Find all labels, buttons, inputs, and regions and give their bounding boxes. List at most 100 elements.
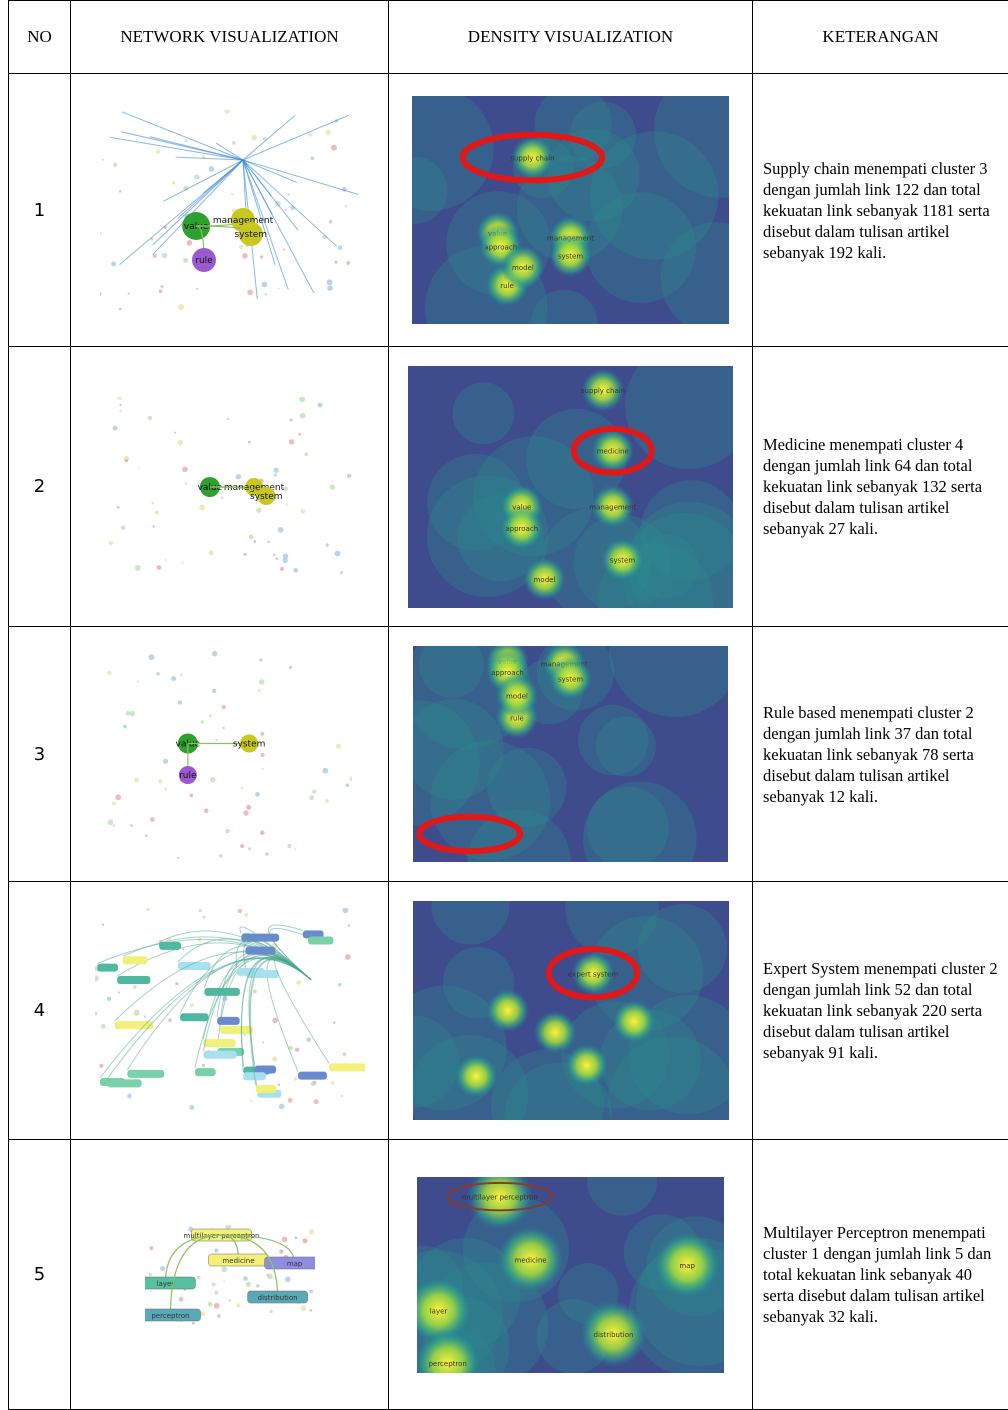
node-box [159,942,181,950]
node [293,567,298,572]
node [342,908,348,913]
density-label: expert system [568,970,618,978]
density-label: model [512,264,534,272]
node [101,159,103,161]
node [209,550,214,555]
node [344,205,347,208]
node [99,1064,103,1068]
node [155,150,159,154]
node [182,466,188,472]
node-box [97,964,118,972]
node [222,705,226,709]
node [284,209,286,211]
node-box [203,1051,236,1059]
node [248,847,251,850]
node [112,801,116,805]
density-label: approach [505,525,538,533]
node-box [298,1072,327,1080]
node-box [217,1017,240,1025]
node [261,282,267,288]
node [248,440,251,443]
node [253,540,256,543]
node [215,739,217,741]
node [207,1301,211,1305]
node [186,240,192,246]
node [180,673,183,676]
node [101,924,103,926]
density-image: supply chainvaluemanagementsystemruleapp… [412,96,729,324]
node [274,467,279,472]
node [182,948,184,950]
node [159,1265,164,1270]
header-cell: NO [9,1,71,74]
node [145,834,148,837]
header-cell: KETERANGAN [753,1,1008,74]
haze [430,741,550,861]
node [250,1100,252,1102]
node [337,245,342,250]
node [127,293,130,296]
node [293,1077,297,1081]
node [252,989,256,993]
node [115,794,121,800]
node [267,540,269,542]
blob [533,1010,577,1054]
node [118,308,121,310]
node [225,1225,231,1229]
table-row: 3valuesystemrulevaluemanagementapproachs… [9,627,1008,882]
node [149,1290,151,1292]
node [201,1064,204,1067]
blob [564,1043,608,1087]
node [282,557,287,562]
node [157,565,162,570]
network-cell [71,882,389,1140]
edge [170,1235,221,1315]
node-box [255,1085,276,1093]
node [199,504,205,510]
node [302,1238,307,1243]
node [313,1099,318,1104]
node [325,799,329,803]
node [134,1011,139,1016]
node [299,397,305,402]
node [194,174,199,179]
density-cell: valuemanagementapproachsystemrulemodel [389,627,753,882]
node [346,261,350,265]
node [340,570,343,573]
node [298,432,301,435]
node [260,830,265,835]
node [306,1037,311,1042]
node [161,253,167,259]
node [273,473,277,477]
node [242,253,248,259]
node [227,417,229,419]
node [221,496,224,499]
node [106,997,110,1001]
node [152,525,155,528]
node [95,975,99,981]
node [165,558,167,560]
node [249,534,254,539]
node [259,658,262,661]
blob [485,989,529,1033]
node [135,564,141,570]
density-cell: supply chainvaluemanagementsystemapproac… [389,347,753,627]
node [95,1012,98,1016]
density-label: model [506,693,528,701]
node [118,190,121,193]
node [236,1303,240,1307]
node [222,727,224,729]
node [119,409,122,412]
node-box [308,936,333,944]
node-box [127,1070,164,1078]
node [261,768,264,771]
node [296,980,301,985]
node-box [203,1039,235,1047]
node [272,1056,277,1061]
node [191,1321,194,1324]
node [158,779,162,783]
